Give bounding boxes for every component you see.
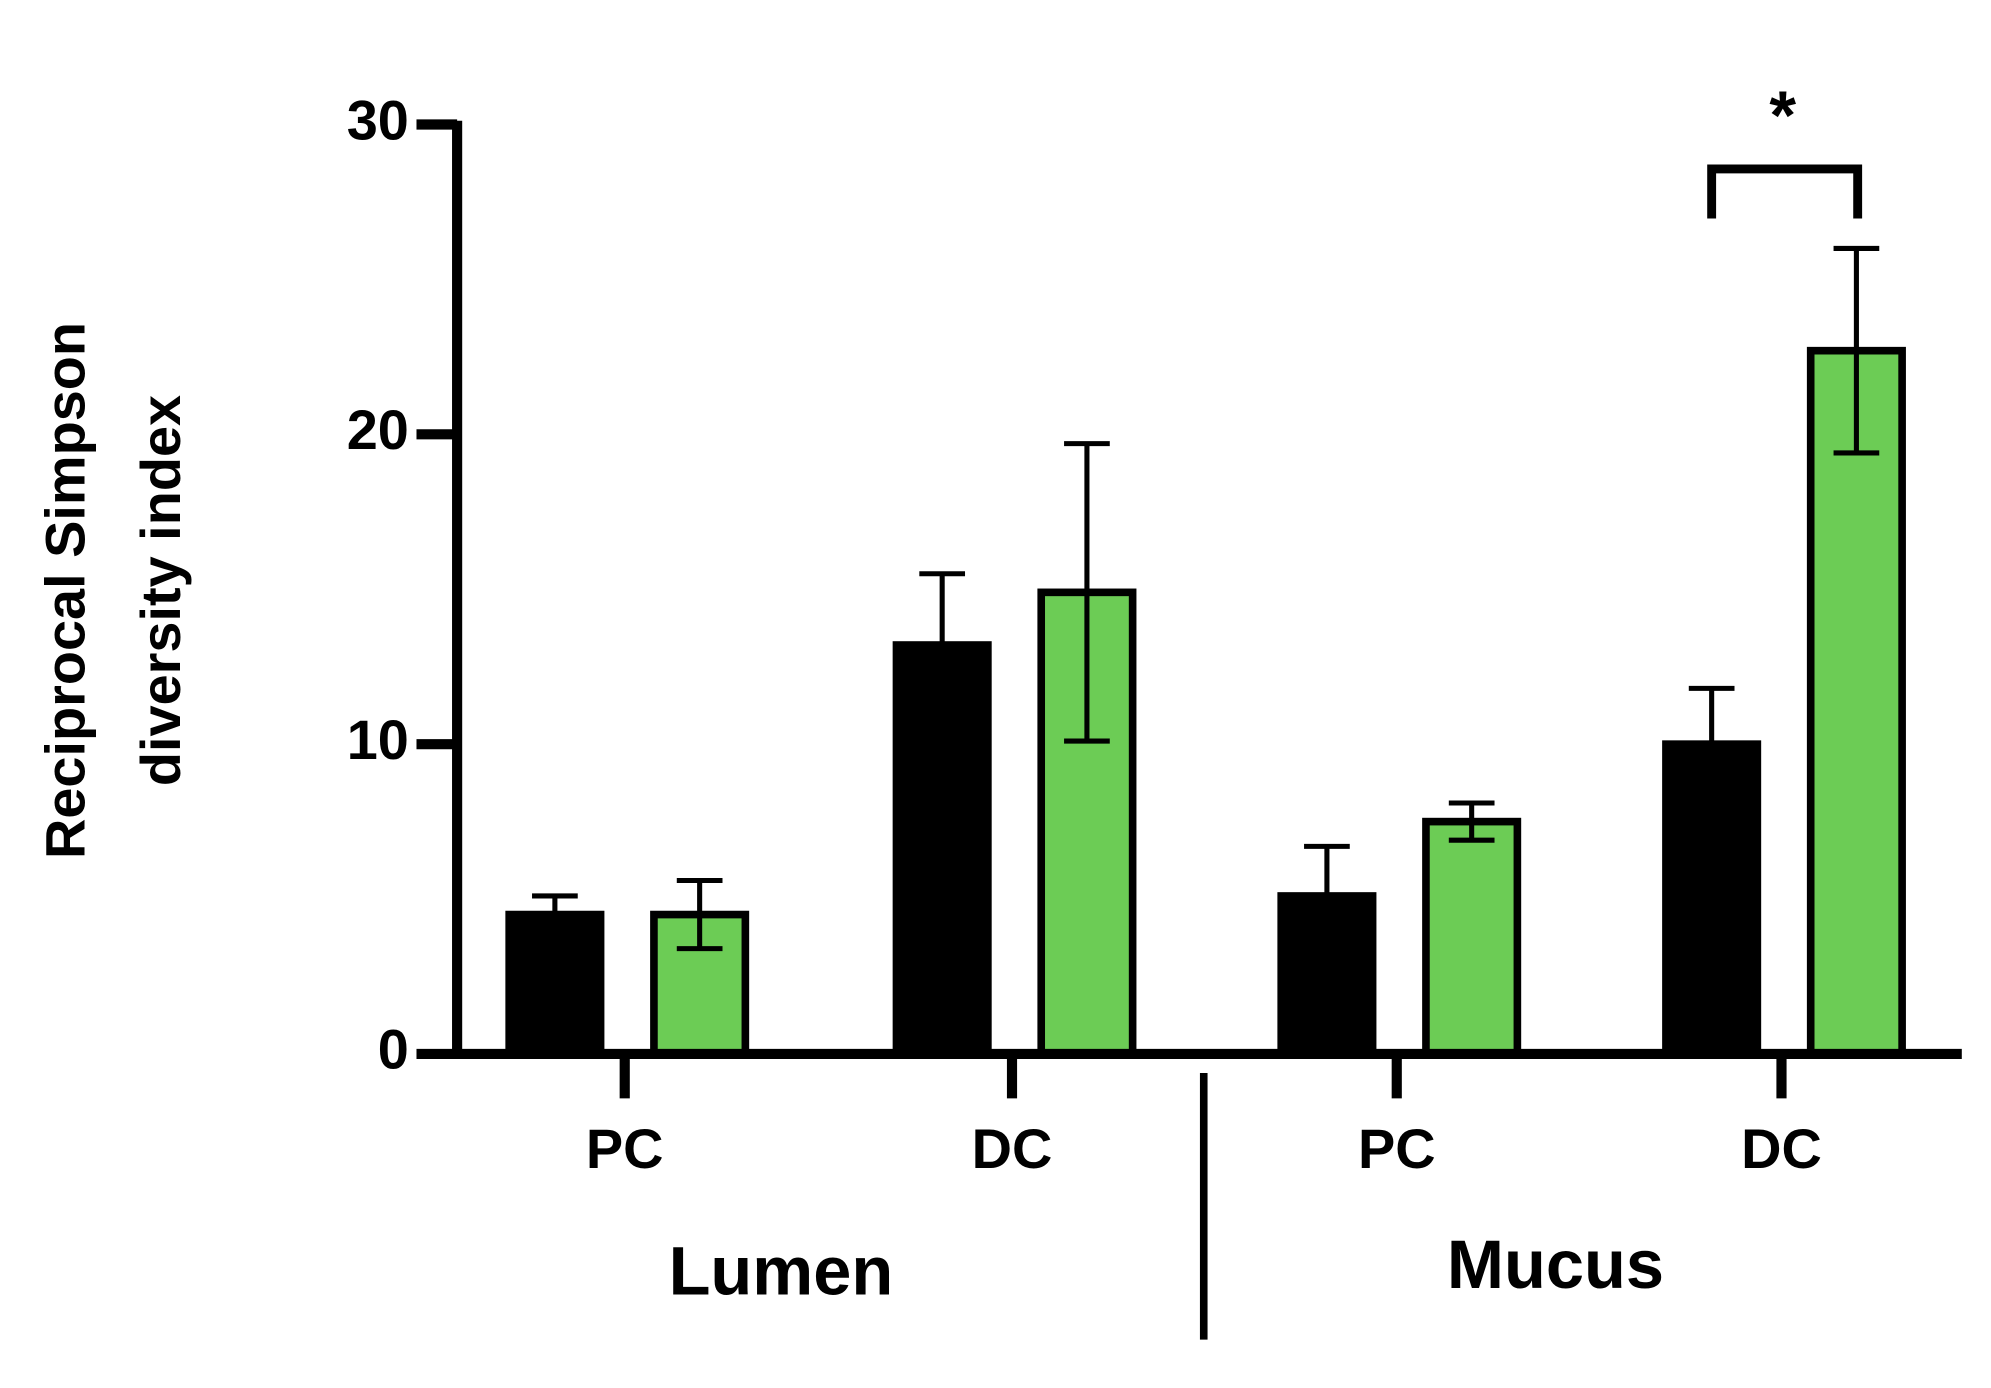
y-axis-title: Reciprocal Simpson: [34, 322, 97, 859]
error-bar: [1688, 685, 1735, 803]
error-bar: [532, 893, 578, 936]
error-bar: [1064, 441, 1110, 744]
significance-bracket: [1707, 164, 1863, 219]
error-bar: [919, 571, 966, 719]
error-bar: [1448, 800, 1495, 843]
y-tick-label: 10: [347, 708, 409, 771]
group-label: Mucus: [1447, 1226, 1664, 1303]
bar: [1422, 817, 1522, 1058]
y-tick-label: 20: [347, 398, 409, 461]
x-tick-label: PC: [1358, 1117, 1436, 1180]
group-label: Lumen: [669, 1232, 894, 1309]
bar: [1806, 346, 1906, 1058]
y-tick-label: 30: [347, 88, 409, 151]
y-axis-title: diversity index: [129, 395, 192, 786]
error-bar: [1833, 245, 1880, 456]
y-tick-label: 0: [378, 1018, 409, 1081]
significance-label: *: [1769, 77, 1796, 154]
error-bar: [1304, 843, 1350, 949]
x-tick-label: PC: [586, 1117, 664, 1180]
x-tick-label: DC: [972, 1117, 1053, 1180]
x-tick-label: DC: [1741, 1117, 1822, 1180]
error-bar: [676, 877, 723, 952]
